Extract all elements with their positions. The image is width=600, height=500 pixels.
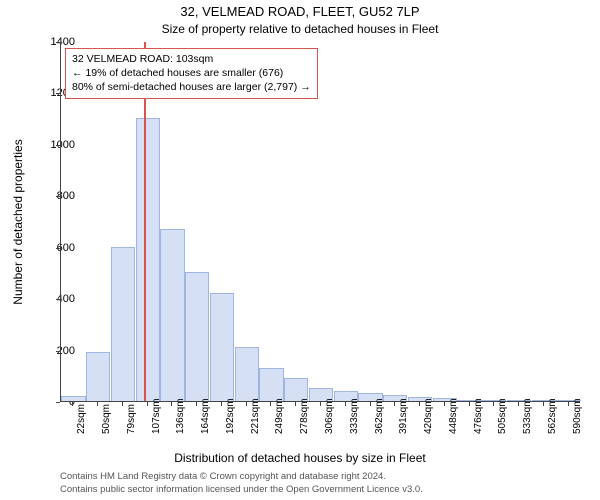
histogram-bar [259, 368, 283, 401]
xtick-mark [97, 402, 98, 406]
xtick-mark [394, 402, 395, 406]
histogram-bar [210, 293, 234, 401]
footer-line-2: Contains public sector information licen… [60, 484, 423, 496]
xtick-mark [518, 402, 519, 406]
histogram-bar [136, 118, 160, 401]
info-line-2: ← 19% of detached houses are smaller (67… [72, 66, 311, 80]
ytick-mark [56, 402, 60, 403]
histogram-bar [61, 396, 85, 401]
info-line-1: 32 VELMEAD ROAD: 103sqm [72, 52, 311, 66]
xtick-mark [370, 402, 371, 406]
chart-title: 32, VELMEAD ROAD, FLEET, GU52 7LP [0, 4, 600, 19]
xtick-mark [147, 402, 148, 406]
xtick-mark [419, 402, 420, 406]
xtick-mark [320, 402, 321, 406]
xtick-mark [444, 402, 445, 406]
chart-container: 32, VELMEAD ROAD, FLEET, GU52 7LP Size o… [0, 0, 600, 500]
footer-line-1: Contains HM Land Registry data © Crown c… [60, 471, 423, 483]
info-box: 32 VELMEAD ROAD: 103sqm ← 19% of detache… [65, 48, 318, 99]
xtick-mark [122, 402, 123, 406]
xtick-mark [246, 402, 247, 406]
xtick-mark [295, 402, 296, 406]
xtick-mark [568, 402, 569, 406]
histogram-bar [235, 347, 259, 401]
chart-subtitle: Size of property relative to detached ho… [0, 22, 600, 36]
xtick-mark [270, 402, 271, 406]
xtick-mark [345, 402, 346, 406]
xtick-mark [196, 402, 197, 406]
histogram-bar [86, 352, 110, 401]
xtick-mark [493, 402, 494, 406]
footer: Contains HM Land Registry data © Crown c… [60, 471, 423, 496]
xtick-mark [469, 402, 470, 406]
histogram-bar [111, 247, 135, 401]
histogram-bar [160, 229, 184, 401]
info-line-3: 80% of semi-detached houses are larger (… [72, 80, 311, 94]
x-axis-label: Distribution of detached houses by size … [0, 451, 600, 465]
xtick-mark [543, 402, 544, 406]
histogram-bar [185, 272, 209, 401]
y-axis-label: Number of detached properties [11, 139, 25, 304]
xtick-mark [221, 402, 222, 406]
xtick-mark [171, 402, 172, 406]
xtick-mark [72, 402, 73, 406]
plot-area: 32 VELMEAD ROAD: 103sqm ← 19% of detache… [60, 42, 580, 402]
